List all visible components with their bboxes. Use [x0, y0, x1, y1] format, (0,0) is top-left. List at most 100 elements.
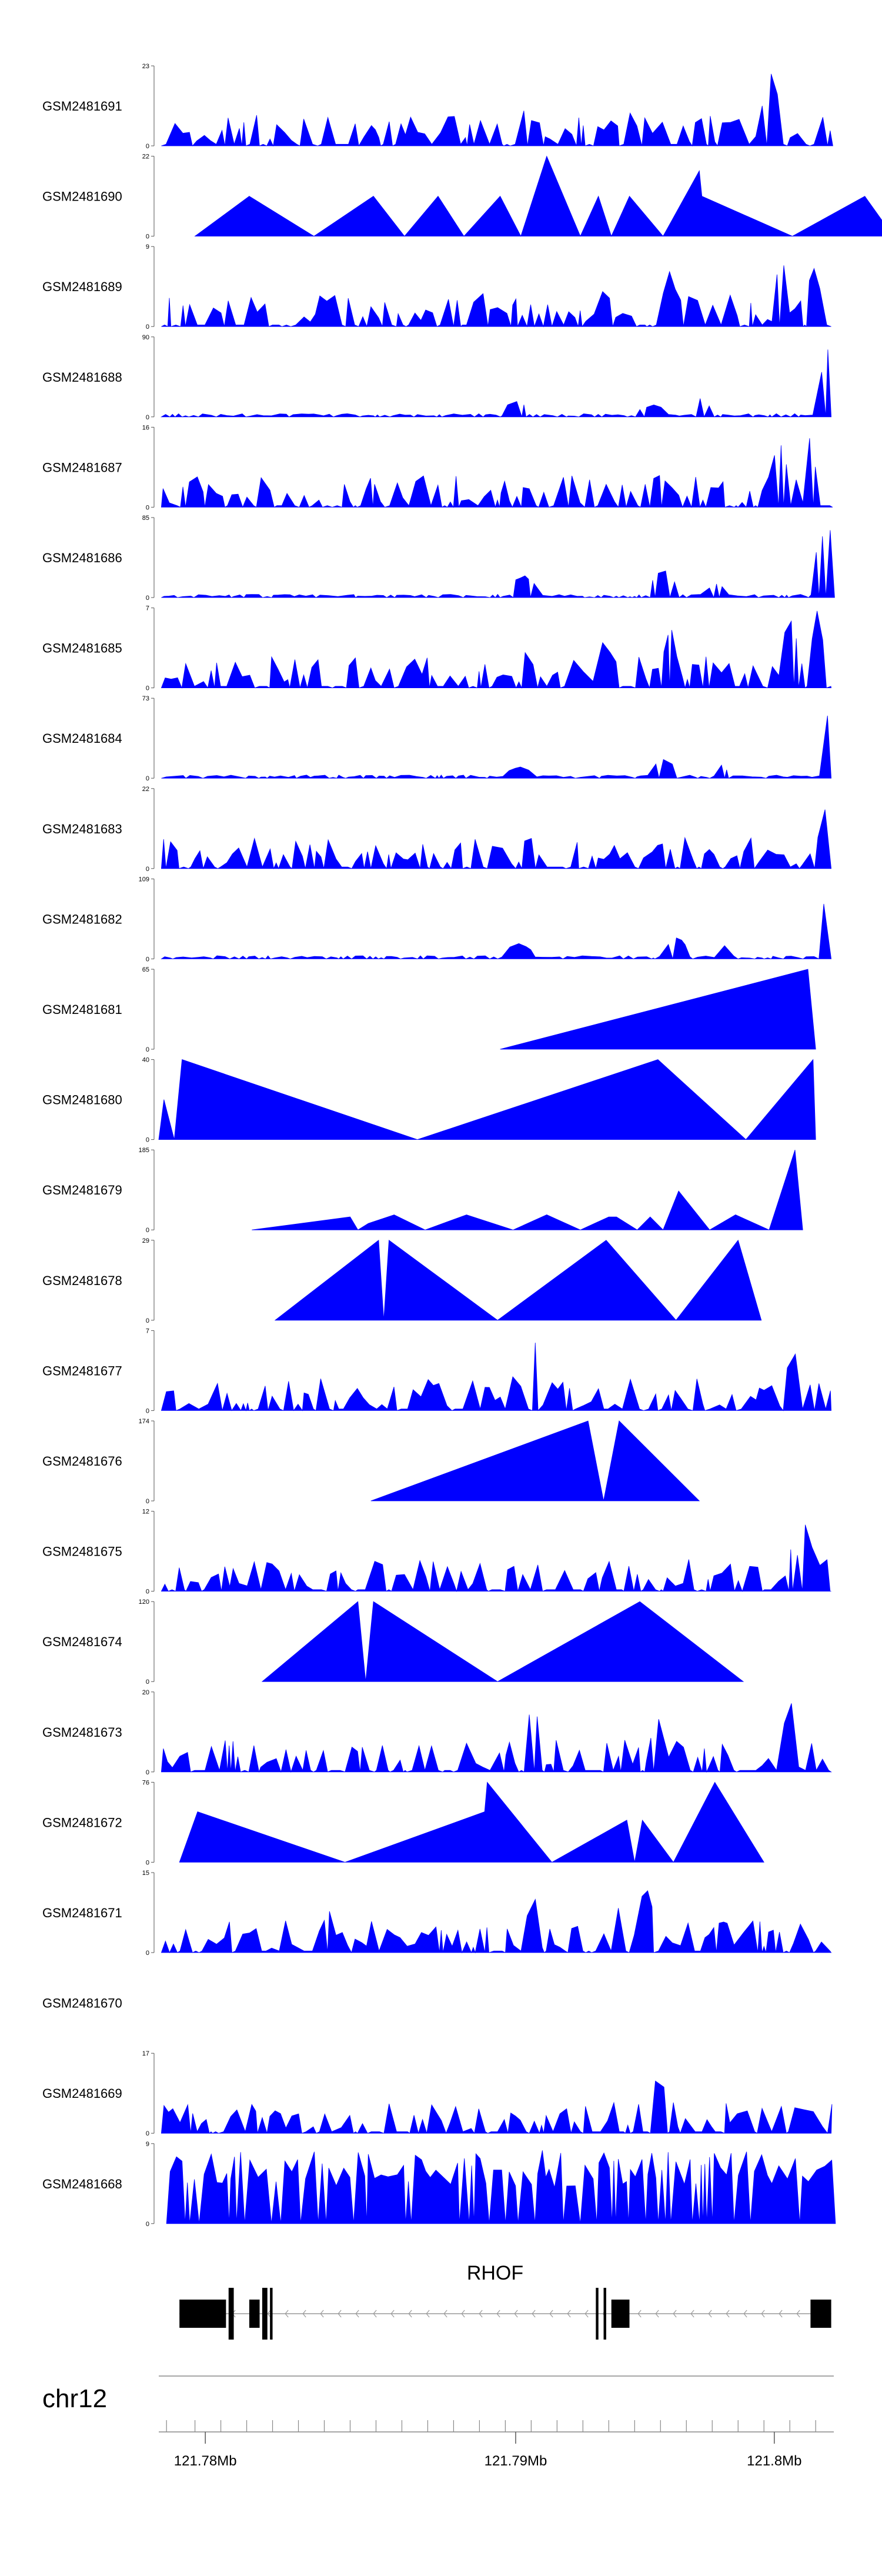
track-gsm2481691: GSM2481691 23 0: [42, 63, 833, 150]
track-label: GSM2481686: [42, 550, 122, 565]
y-max-label: 7: [146, 605, 149, 612]
exon: [262, 2288, 268, 2340]
exon: [228, 2288, 234, 2340]
coverage-area: [161, 265, 831, 328]
track-gsm2481689: GSM2481689 9 0: [42, 243, 831, 331]
strand-arrow: [443, 2310, 447, 2318]
track-label: GSM2481688: [42, 370, 122, 385]
y-min-label: 0: [146, 595, 149, 602]
track-label: GSM2481678: [42, 1273, 122, 1288]
y-min-label: 0: [146, 1137, 149, 1144]
track-label: GSM2481680: [42, 1093, 122, 1107]
track-label: GSM2481679: [42, 1183, 122, 1197]
track-gsm2481683: GSM2481683 22 0: [42, 786, 832, 873]
strand-arrow: [637, 2310, 642, 2318]
track-label: GSM2481669: [42, 2086, 122, 2101]
y-min-label: 0: [146, 866, 149, 873]
track-label: GSM2481687: [42, 460, 122, 475]
y-max-label: 20: [142, 1689, 149, 1696]
exon: [596, 2288, 599, 2340]
y-max-label: 76: [142, 1779, 149, 1786]
y-max-label: 9: [146, 2141, 149, 2148]
y-max-label: 174: [139, 1418, 149, 1425]
coverage-area: [161, 1342, 832, 1412]
track-gsm2481690: GSM2481690 22 0: [42, 154, 882, 241]
track-label: GSM2481668: [42, 2177, 122, 2191]
strand-arrow: [338, 2310, 342, 2318]
strand-arrow: [479, 2310, 483, 2318]
axis-label: 121.8Mb: [747, 2453, 801, 2469]
y-min-label: 0: [146, 1589, 149, 1596]
coverage-area: [161, 809, 832, 870]
strand-arrow: [708, 2310, 712, 2318]
coverage-area: [274, 1239, 762, 1321]
y-min-label: 0: [146, 414, 149, 421]
exon: [603, 2288, 606, 2340]
axis-label: 121.78Mb: [174, 2453, 237, 2469]
gene-track: RHOF: [179, 2262, 831, 2340]
y-max-label: 40: [142, 1057, 149, 1064]
strand-arrow: [532, 2310, 536, 2318]
track-gsm2481688: GSM2481688 90 0: [42, 334, 832, 421]
y-max-label: 12: [142, 1509, 149, 1516]
coverage-area: [161, 438, 833, 508]
track-label: GSM2481673: [42, 1725, 122, 1740]
chromosome-label: chr12: [42, 2384, 107, 2413]
y-max-label: 73: [142, 695, 149, 702]
coverage-area: [161, 1703, 832, 1773]
y-max-label: 22: [142, 154, 149, 161]
y-max-label: 16: [142, 424, 149, 431]
strand-arrow: [761, 2310, 765, 2318]
y-min-label: 0: [146, 233, 149, 241]
track-label: GSM2481691: [42, 99, 122, 114]
y-max-label: 85: [142, 515, 149, 522]
strand-arrow: [549, 2310, 553, 2318]
coverage-area: [261, 1601, 744, 1682]
y-min-label: 0: [146, 1769, 149, 1776]
exon: [249, 2300, 260, 2328]
coverage-area: [179, 1781, 764, 1863]
strand-arrow: [285, 2310, 289, 2318]
coverage-area: [370, 1420, 700, 1501]
coverage-area: [161, 530, 835, 599]
coverage-area: [161, 715, 832, 779]
y-max-label: 17: [142, 2050, 149, 2057]
coverage-area: [158, 1059, 816, 1140]
track-label: GSM2481672: [42, 1815, 122, 1830]
track-gsm2481685: GSM2481685 7 0: [42, 605, 832, 692]
y-min-label: 0: [146, 323, 149, 331]
coverage-area: [161, 610, 832, 689]
track-gsm2481678: GSM2481678 29 0: [42, 1237, 762, 1324]
track-gsm2481687: GSM2481687 16 0: [42, 424, 833, 511]
track-gsm2481677: GSM2481677 7 0: [42, 1327, 832, 1414]
track-gsm2481682: GSM2481682 109 0: [42, 876, 832, 963]
track-gsm2481680: GSM2481680 40 0: [42, 1057, 816, 1144]
coverage-area: [194, 155, 882, 237]
y-max-label: 23: [142, 63, 149, 70]
y-max-label: 9: [146, 243, 149, 251]
y-min-label: 0: [146, 1317, 149, 1324]
y-max-label: 109: [139, 876, 149, 883]
track-label: GSM2481689: [42, 279, 122, 294]
gene-name: RHOF: [467, 2262, 523, 2284]
genome-axis: chr12 121.78Mb 121.79Mb 121.8Mb: [42, 2375, 834, 2469]
track-gsm2481671: GSM2481671 15 0: [42, 1870, 832, 1957]
exon: [270, 2288, 273, 2340]
y-min-label: 0: [146, 1498, 149, 1505]
strand-arrow: [320, 2310, 324, 2318]
coverage-area: [252, 1150, 803, 1230]
y-min-label: 0: [146, 1046, 149, 1053]
track-label: GSM2481676: [42, 1454, 122, 1469]
track-gsm2481675: GSM2481675 12 0: [42, 1509, 831, 1596]
strand-arrow: [726, 2310, 730, 2318]
y-max-label: 90: [142, 334, 149, 341]
y-min-label: 0: [146, 1679, 149, 1686]
coverage-area: [161, 1890, 832, 1954]
strand-arrow: [408, 2310, 412, 2318]
y-min-label: 0: [146, 1227, 149, 1234]
y-min-label: 0: [146, 775, 149, 782]
strand-arrow: [267, 2310, 271, 2318]
track-label: GSM2481675: [42, 1544, 122, 1559]
strand-arrow: [302, 2310, 306, 2318]
strand-arrow: [461, 2310, 465, 2318]
